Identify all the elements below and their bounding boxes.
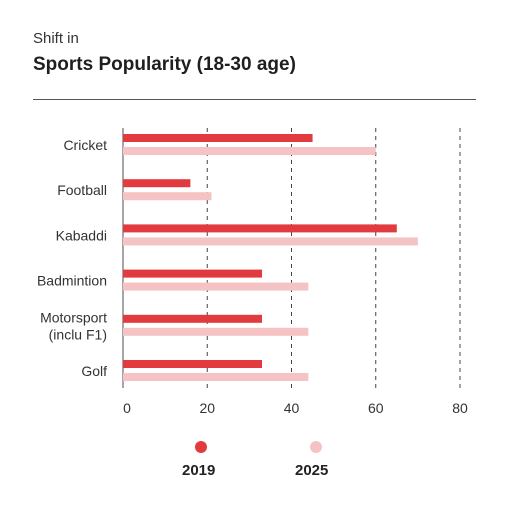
x-tick-label-20: 20 <box>199 400 215 416</box>
bar-2019-5 <box>123 360 263 368</box>
legend-marker-2025 <box>310 441 322 453</box>
bar-2019-3 <box>123 269 263 278</box>
category-label-5: Golf <box>81 363 107 379</box>
category-label-line: (inclu F1) <box>49 326 107 342</box>
category-label-3: Badmintion <box>37 273 107 289</box>
category-label-line: Golf <box>81 363 107 379</box>
category-label-line: Football <box>57 182 107 198</box>
category-label-1: Football <box>57 182 107 198</box>
legend-marker-2019 <box>195 441 207 453</box>
legend-label-2019: 2019 <box>182 462 216 479</box>
x-tick-label-40: 40 <box>284 400 300 416</box>
bar-2025-0 <box>123 147 376 155</box>
chart-subtitle: Shift in <box>33 30 79 47</box>
bar-2025-3 <box>123 282 309 291</box>
category-label-line: Motorsport <box>40 309 107 325</box>
bar-2019-0 <box>123 134 313 142</box>
category-label-line: Cricket <box>63 137 107 153</box>
chart-title: Sports Popularity (18-30 age) <box>33 54 296 75</box>
category-label-2: Kabaddi <box>56 227 107 243</box>
x-tick-label-60: 60 <box>368 400 384 416</box>
bar-2025-5 <box>123 373 309 381</box>
x-tick-label-0: 0 <box>123 400 131 416</box>
category-label-line: Kabaddi <box>56 227 107 243</box>
title-divider <box>33 99 476 100</box>
category-label-0: Cricket <box>63 137 107 153</box>
bar-2019-4 <box>123 314 263 323</box>
bar-2019-2 <box>123 224 397 233</box>
bar-2025-2 <box>123 237 418 246</box>
bar-2025-4 <box>123 327 309 336</box>
x-tick-label-80: 80 <box>452 400 468 416</box>
bar-2019-1 <box>123 179 191 188</box>
category-label-line: Badmintion <box>37 273 107 289</box>
bar-2025-1 <box>123 192 212 201</box>
category-label-4: Motorsport (inclu F1) <box>40 309 107 342</box>
legend-label-2025: 2025 <box>295 462 329 479</box>
